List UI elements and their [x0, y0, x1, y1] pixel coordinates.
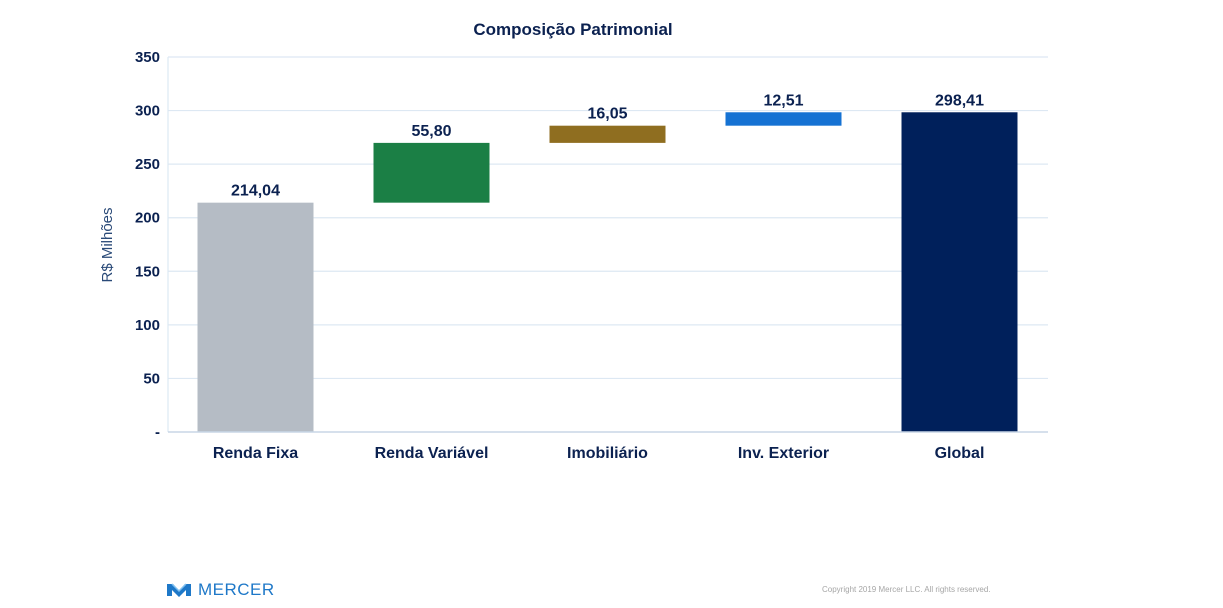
x-category-label: Imobiliário: [567, 445, 648, 462]
data-label: 55,80: [411, 123, 451, 140]
data-label: 12,51: [763, 92, 803, 109]
y-axis-ticks: - 50 100 150 200 250 300 350: [135, 49, 160, 441]
mercer-logo-text: MERCER: [198, 580, 275, 599]
gridlines: [167, 56, 1048, 432]
chart-title: Composição Patrimonial: [473, 20, 672, 39]
x-axis-categories: Renda Fixa Renda Variável Imobiliário Inv. …: [213, 445, 985, 462]
bars: [197, 112, 1018, 433]
data-label: 298,41: [935, 92, 984, 109]
y-tick-label: 150: [135, 263, 160, 280]
data-label: 16,05: [587, 106, 627, 123]
mercer-logo: MERCER: [166, 580, 275, 600]
x-category-label: Renda Fixa: [213, 445, 298, 462]
bar-0: [197, 202, 314, 432]
y-tick-label: 350: [135, 49, 160, 66]
x-category-label: Renda Variável: [375, 445, 489, 462]
y-tick-label: 100: [135, 317, 160, 334]
bar-3: [725, 112, 842, 126]
x-category-label: Inv. Exterior: [738, 445, 829, 462]
y-tick-label: -: [155, 424, 160, 441]
bar-2: [549, 125, 666, 143]
y-tick-label: 50: [143, 370, 160, 387]
y-tick-label: 200: [135, 210, 160, 227]
bar-1: [373, 142, 490, 203]
x-category-label: Global: [935, 445, 985, 462]
y-axis-title: R$ Milhões: [99, 207, 116, 282]
copyright-text: Copyright 2019 Mercer LLC. All rights re…: [822, 585, 991, 594]
bar-4: [901, 112, 1018, 433]
data-labels: 214,04 55,80 16,05 12,51 298,41: [231, 92, 984, 199]
mercer-logo-icon: [167, 583, 191, 597]
y-tick-label: 250: [135, 156, 160, 173]
data-label: 214,04: [231, 183, 280, 200]
y-tick-label: 300: [135, 103, 160, 120]
